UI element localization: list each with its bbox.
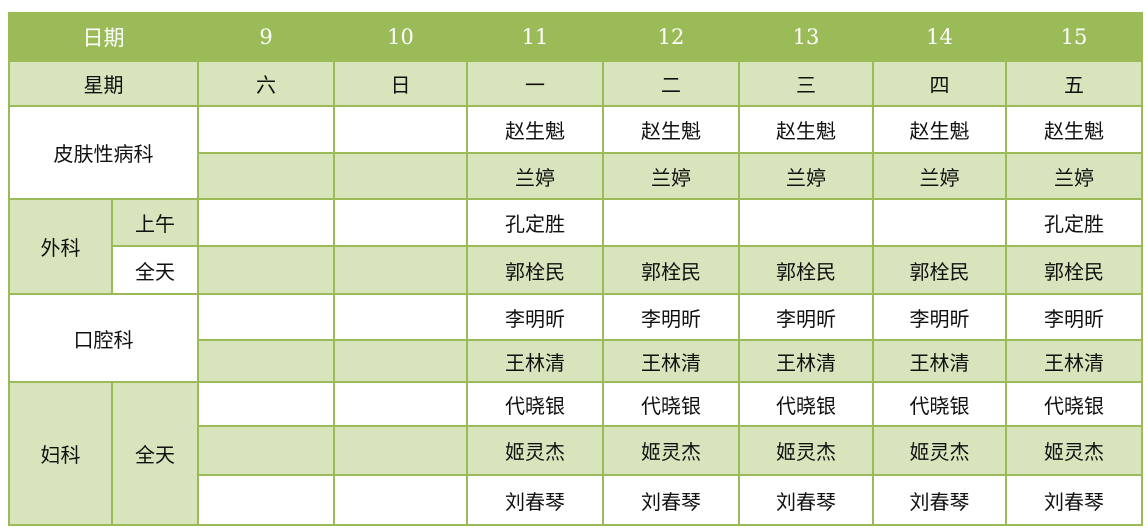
weekday-cell: 一 (466, 60, 604, 107)
doctor-cell: 李明昕 (466, 293, 604, 341)
doctor-cell (333, 152, 468, 200)
doctor-cell (197, 105, 335, 154)
doctor-cell: 代晓银 (602, 381, 740, 427)
doctor-cell: 姬灵杰 (602, 425, 740, 476)
weekday-cell: 四 (872, 60, 1007, 107)
doctor-cell (197, 198, 335, 247)
doctor-cell: 刘春琴 (1005, 474, 1143, 526)
doctor-cell: 孔定胜 (1005, 198, 1143, 247)
doctor-cell: 姬灵杰 (872, 425, 1007, 476)
doctor-cell (333, 198, 468, 247)
doctor-cell: 刘春琴 (872, 474, 1007, 526)
doctor-cell: 赵生魁 (466, 105, 604, 154)
date-cell: 15 (1005, 12, 1143, 62)
shift-label: 全天 (111, 381, 199, 526)
department-derm: 皮肤性病科 (8, 105, 199, 200)
date-cell: 11 (466, 12, 604, 62)
date-header-row: 日期 9 10 11 12 13 14 15 (8, 12, 1143, 62)
weekday-cell: 日 (333, 60, 468, 107)
doctor-cell: 赵生魁 (738, 105, 874, 154)
doctor-cell (872, 198, 1007, 247)
doctor-cell: 刘春琴 (602, 474, 740, 526)
doctor-cell: 兰婷 (1005, 152, 1143, 200)
schedule-row: 王林清 王林清 王林清 王林清 王林清 (9, 339, 1143, 383)
doctor-cell: 代晓银 (872, 381, 1007, 427)
department-surgery: 外科 (8, 198, 113, 295)
weekday-row: 星期 六日一二三四五 (8, 60, 1143, 107)
schedule-row: 姬灵杰 姬灵杰 姬灵杰 姬灵杰 姬灵杰 (9, 425, 1143, 476)
weekday-label: 星期 (8, 60, 199, 107)
doctor-cell (333, 474, 468, 526)
schedule-row: 皮肤性病科 赵生魁 赵生魁 赵生魁 赵生魁 赵生魁 (8, 105, 1143, 200)
doctor-cell (333, 425, 468, 476)
doctor-cell: 李明昕 (738, 293, 874, 341)
weekday-cell: 三 (738, 60, 874, 107)
doctor-cell: 代晓银 (738, 381, 874, 427)
department-dental: 口腔科 (8, 293, 199, 383)
doctor-cell (197, 381, 335, 427)
date-cell: 13 (738, 12, 874, 62)
weekday-cell: 二 (602, 60, 740, 107)
doctor-cell: 姬灵杰 (466, 425, 604, 476)
doctor-cell: 赵生魁 (1005, 105, 1143, 154)
doctor-cell: 王林清 (738, 339, 874, 383)
doctor-cell: 兰婷 (738, 152, 874, 200)
doctor-cell (197, 293, 335, 341)
doctor-cell: 刘春琴 (738, 474, 874, 526)
doctor-cell: 兰婷 (872, 152, 1007, 200)
doctor-cell (333, 381, 468, 427)
schedule-row: 刘春琴 刘春琴 刘春琴 刘春琴 刘春琴 (9, 474, 1143, 526)
doctor-cell: 郭栓民 (466, 245, 604, 295)
doctor-cell (333, 105, 468, 154)
duty-schedule-table: 日期 9 10 11 12 13 14 15 星期 六日一二三四五 皮肤性病科 赵生魁 赵生魁赵… (8, 12, 1143, 526)
doctor-cell: 王林清 (1005, 339, 1143, 383)
schedule-row: 全天 郭栓民 郭栓民 郭栓民 郭栓民 郭栓民 (9, 245, 1143, 295)
doctor-cell (197, 425, 335, 476)
date-cell: 12 (602, 12, 740, 62)
shift-label: 上午 (111, 198, 199, 247)
doctor-cell: 赵生魁 (872, 105, 1007, 154)
doctor-cell (197, 474, 335, 526)
doctor-cell: 代晓银 (1005, 381, 1143, 427)
doctor-cell: 郭栓民 (602, 245, 740, 295)
doctor-cell: 孔定胜 (466, 198, 604, 247)
doctor-cell (333, 293, 468, 341)
doctor-cell: 郭栓民 (872, 245, 1007, 295)
weekday-cell: 五 (1005, 60, 1143, 107)
doctor-cell: 刘春琴 (466, 474, 604, 526)
schedule-row: 外科 上午 孔定胜 孔定胜 (8, 198, 1143, 295)
date-cell: 9 (197, 12, 335, 62)
doctor-cell: 姬灵杰 (738, 425, 874, 476)
date-cell: 14 (872, 12, 1007, 62)
date-cell: 10 (333, 12, 468, 62)
doctor-cell (197, 339, 335, 383)
doctor-cell: 王林清 (872, 339, 1007, 383)
doctor-cell: 代晓银 (466, 381, 604, 427)
doctor-cell: 李明昕 (872, 293, 1007, 341)
doctor-cell: 赵生魁 (602, 105, 740, 154)
doctor-cell (602, 198, 740, 247)
doctor-cell: 李明昕 (602, 293, 740, 341)
schedule-row: 妇科 全天 代晓银 代晓银 代晓银 代晓银 代晓银 (8, 381, 1143, 526)
doctor-cell (197, 152, 335, 200)
doctor-cell: 姬灵杰 (1005, 425, 1143, 476)
doctor-cell (197, 245, 335, 295)
weekday-cell: 六 (197, 60, 335, 107)
doctor-cell (333, 245, 468, 295)
doctor-cell: 兰婷 (602, 152, 740, 200)
doctor-cell: 王林清 (466, 339, 604, 383)
schedule-row: 兰婷 兰婷 兰婷 兰婷 兰婷 (9, 152, 1143, 200)
doctor-cell: 王林清 (602, 339, 740, 383)
date-label: 日期 (8, 12, 199, 62)
doctor-cell: 兰婷 (466, 152, 604, 200)
doctor-cell: 郭栓民 (1005, 245, 1143, 295)
shift-label: 全天 (111, 245, 199, 295)
department-gyn: 妇科 (8, 381, 113, 526)
doctor-cell (738, 198, 874, 247)
doctor-cell: 李明昕 (1005, 293, 1143, 341)
doctor-cell (333, 339, 468, 383)
doctor-cell: 郭栓民 (738, 245, 874, 295)
schedule-row: 口腔科 李明昕 李明昕 李明昕 李明昕 李明昕 (8, 293, 1143, 383)
